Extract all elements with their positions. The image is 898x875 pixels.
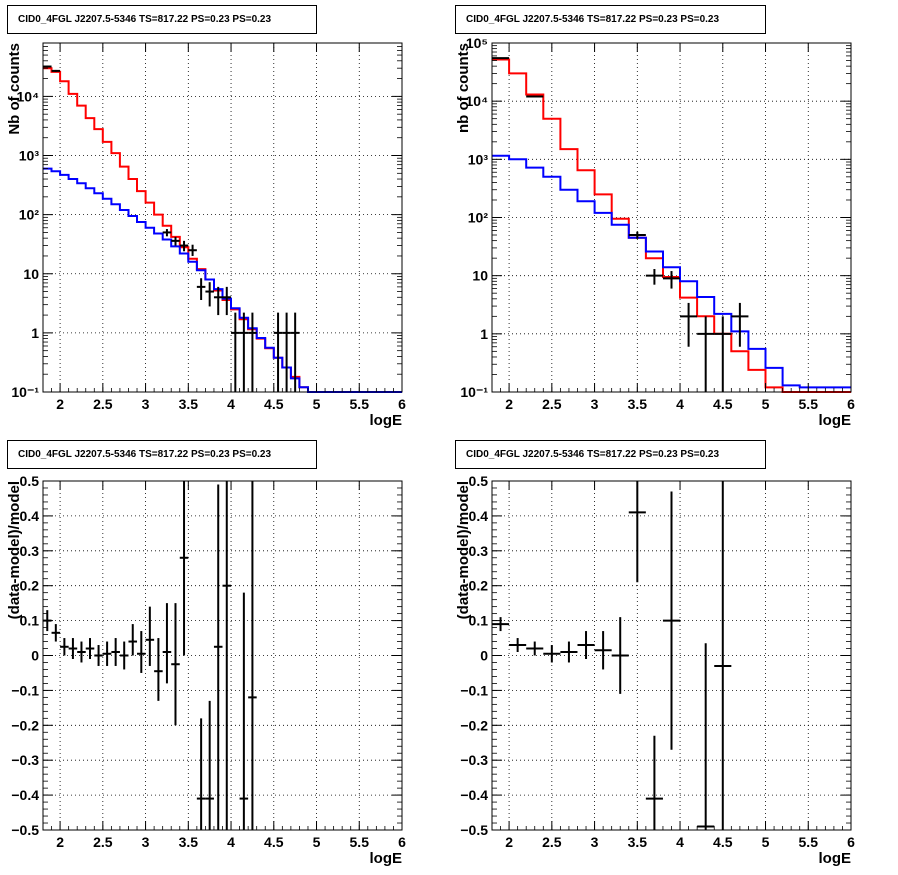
- y-tick-label: 10⁻¹: [11, 384, 39, 400]
- y-tick-label: 0.4: [469, 508, 489, 524]
- y-axis-title: (data-model)/model: [455, 481, 472, 619]
- x-tick-label: 6: [398, 396, 406, 412]
- y-tick-label: −0.2: [460, 717, 488, 733]
- y-tick-label: −0.1: [11, 682, 39, 698]
- x-tick-label: 2: [56, 396, 64, 412]
- y-axis-title: Nb of counts: [6, 43, 23, 135]
- x-tick-label: 4.5: [264, 834, 284, 850]
- x-tick-label: 5.5: [350, 834, 370, 850]
- y-tick-label: −0.5: [460, 822, 488, 838]
- y-tick-label: 0.1: [469, 613, 489, 629]
- x-tick-label: 6: [847, 396, 855, 412]
- y-tick-label: −0.4: [11, 787, 39, 803]
- x-tick-label: 5: [762, 834, 770, 850]
- x-tick-label: 3.5: [179, 396, 199, 412]
- x-tick-label: 5.5: [799, 396, 819, 412]
- y-axis-title: (data-model)/model: [6, 481, 23, 619]
- y-tick-label: 0.1: [20, 613, 40, 629]
- y-tick-label: 0.5: [20, 473, 40, 489]
- x-tick-label: 4: [676, 834, 684, 850]
- x-tick-label: 6: [847, 834, 855, 850]
- x-tick-label: 3: [142, 834, 150, 850]
- y-tick-label: −0.5: [11, 822, 39, 838]
- y-tick-label: 0.4: [20, 508, 40, 524]
- x-tick-label: 2: [56, 834, 64, 850]
- x-tick-label: 4: [227, 396, 235, 412]
- x-tick-label: 3.5: [628, 396, 648, 412]
- x-tick-label: 4.5: [713, 834, 733, 850]
- series-step-line-1: [43, 167, 402, 393]
- x-tick-label: 2: [505, 396, 513, 412]
- y-tick-label: −0.1: [460, 682, 488, 698]
- y-tick-label: 10³: [468, 151, 489, 167]
- y-tick-label: 10⁻¹: [460, 384, 488, 400]
- series-step-line-1: [492, 154, 851, 389]
- x-tick-label: 5: [762, 396, 770, 412]
- x-axis-title: logE: [819, 412, 852, 429]
- x-tick-label: 4.5: [264, 396, 284, 412]
- x-tick-label: 2.5: [542, 396, 562, 412]
- y-axis-title: nb of counts: [455, 43, 472, 133]
- x-tick-label: 2.5: [93, 834, 113, 850]
- y-tick-label: 10³: [19, 148, 40, 164]
- y-tick-label: −0.4: [460, 787, 488, 803]
- plot-area: [492, 43, 851, 392]
- title-bottom-left: CID0_4FGL J2207.5-5346 TS=817.22 PS=0.23…: [7, 440, 317, 469]
- title-top-left: CID0_4FGL J2207.5-5346 TS=817.22 PS=0.23…: [7, 5, 317, 34]
- x-tick-label: 5.5: [350, 396, 370, 412]
- y-tick-label: 1: [31, 325, 39, 341]
- x-tick-label: 5.5: [799, 834, 819, 850]
- x-tick-label: 2.5: [93, 396, 113, 412]
- x-axis-title: logE: [819, 850, 852, 867]
- y-tick-label: 0.5: [469, 473, 489, 489]
- x-axis-title: logE: [370, 850, 403, 867]
- x-tick-label: 3.5: [628, 834, 648, 850]
- title-top-right: CID0_4FGL J2207.5-5346 TS=817.22 PS=0.23…: [455, 5, 766, 34]
- y-tick-label: 10: [472, 268, 488, 284]
- x-tick-label: 4: [227, 834, 235, 850]
- y-tick-label: 10⁴: [17, 88, 40, 104]
- y-tick-label: 0: [31, 648, 39, 664]
- x-tick-label: 3: [591, 834, 599, 850]
- y-tick-label: 0.3: [469, 543, 489, 559]
- x-axis-title: logE: [370, 412, 403, 429]
- y-tick-label: −0.2: [11, 717, 39, 733]
- y-tick-label: 0.2: [469, 578, 489, 594]
- y-tick-label: 10²: [19, 207, 40, 223]
- y-tick-label: 0.2: [20, 578, 40, 594]
- x-tick-label: 3: [591, 396, 599, 412]
- x-tick-label: 5: [313, 834, 321, 850]
- y-tick-label: 10⁵: [466, 35, 488, 51]
- y-tick-label: −0.3: [460, 752, 488, 768]
- y-tick-label: 0.3: [20, 543, 40, 559]
- y-tick-label: −0.3: [11, 752, 39, 768]
- x-tick-label: 6: [398, 834, 406, 850]
- title-bottom-right: CID0_4FGL J2207.5-5346 TS=817.22 PS=0.23…: [455, 440, 766, 469]
- y-tick-label: 10⁴: [466, 93, 489, 109]
- x-tick-label: 4: [676, 396, 684, 412]
- y-tick-label: 0: [480, 648, 488, 664]
- y-tick-label: 10²: [468, 210, 489, 226]
- x-tick-label: 3: [142, 396, 150, 412]
- x-tick-label: 5: [313, 396, 321, 412]
- x-tick-label: 4.5: [713, 396, 733, 412]
- x-tick-label: 2.5: [542, 834, 562, 850]
- plot-area: [43, 43, 402, 392]
- y-tick-label: 10: [23, 266, 39, 282]
- x-tick-label: 3.5: [179, 834, 199, 850]
- y-tick-label: 1: [480, 326, 488, 342]
- x-tick-label: 2: [505, 834, 513, 850]
